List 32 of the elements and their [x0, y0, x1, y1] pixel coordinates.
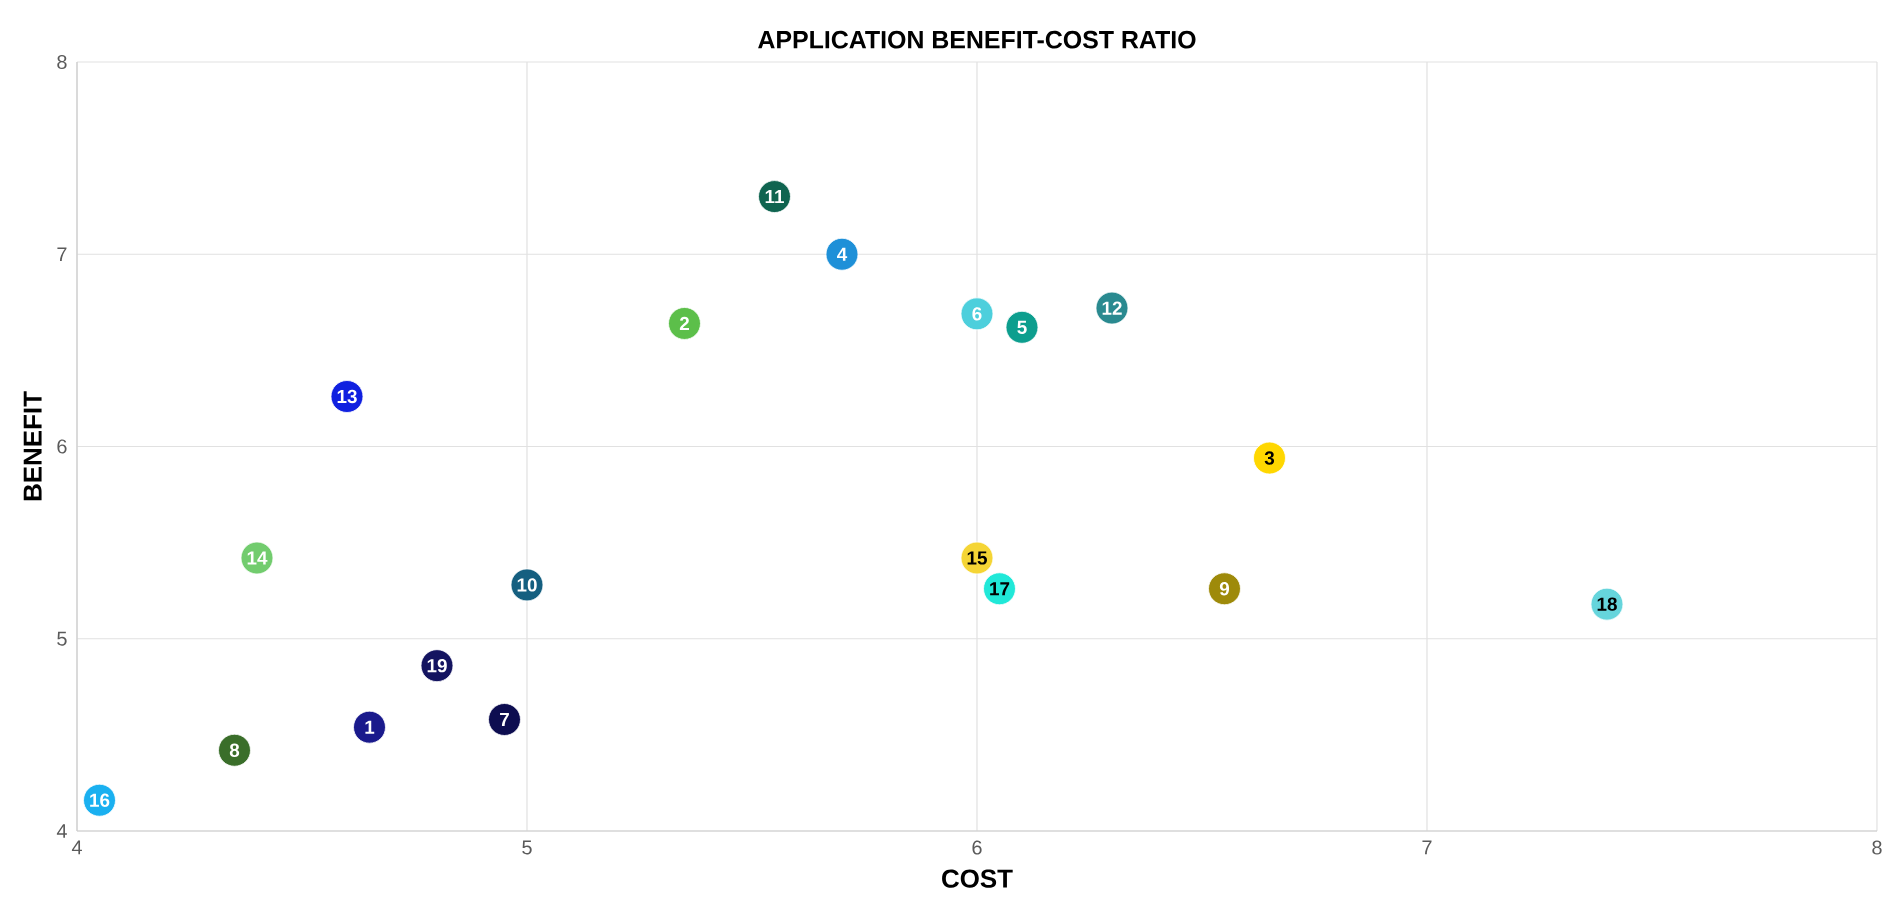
- x-tick-label: 8: [1872, 840, 1882, 855]
- series-label: 5: [1017, 320, 1027, 334]
- series-label: 6: [972, 307, 982, 321]
- x-tick-label: 4: [71, 840, 82, 855]
- series-label: 9: [1219, 582, 1230, 596]
- y-tick-label: 7: [57, 247, 67, 262]
- series-label: 13: [337, 389, 357, 404]
- series-label: 19: [427, 658, 447, 673]
- series-label: 8: [229, 743, 240, 757]
- y-tick-label: 4: [56, 824, 67, 838]
- series-label: 18: [1597, 597, 1617, 611]
- series-label: 17: [990, 582, 1010, 596]
- series-label: 1: [365, 720, 375, 734]
- series-label: 16: [90, 793, 110, 807]
- series-label: 10: [517, 578, 537, 592]
- y-tick-label: 6: [57, 439, 67, 454]
- series-label: 4: [837, 247, 848, 261]
- x-tick-label: 7: [1422, 840, 1432, 855]
- y-tick-label: 5: [57, 631, 67, 646]
- x-tick-label: 6: [972, 840, 982, 855]
- series-label: 11: [765, 190, 784, 204]
- series-label: 15: [967, 551, 987, 565]
- chart-title: APPLICATION BENEFIT-COST RATIO: [758, 30, 1196, 49]
- series-label: 2: [679, 316, 689, 331]
- x-tick-label: 5: [522, 840, 532, 855]
- series-label: 3: [1264, 451, 1275, 465]
- series-label: 7: [500, 712, 509, 727]
- y-tick-label: 8: [57, 54, 67, 70]
- y-axis-title: BENEFIT: [23, 391, 42, 501]
- x-axis-title: COST: [942, 869, 1013, 888]
- series-label: 14: [247, 551, 268, 565]
- series-label: 12: [1102, 301, 1122, 315]
